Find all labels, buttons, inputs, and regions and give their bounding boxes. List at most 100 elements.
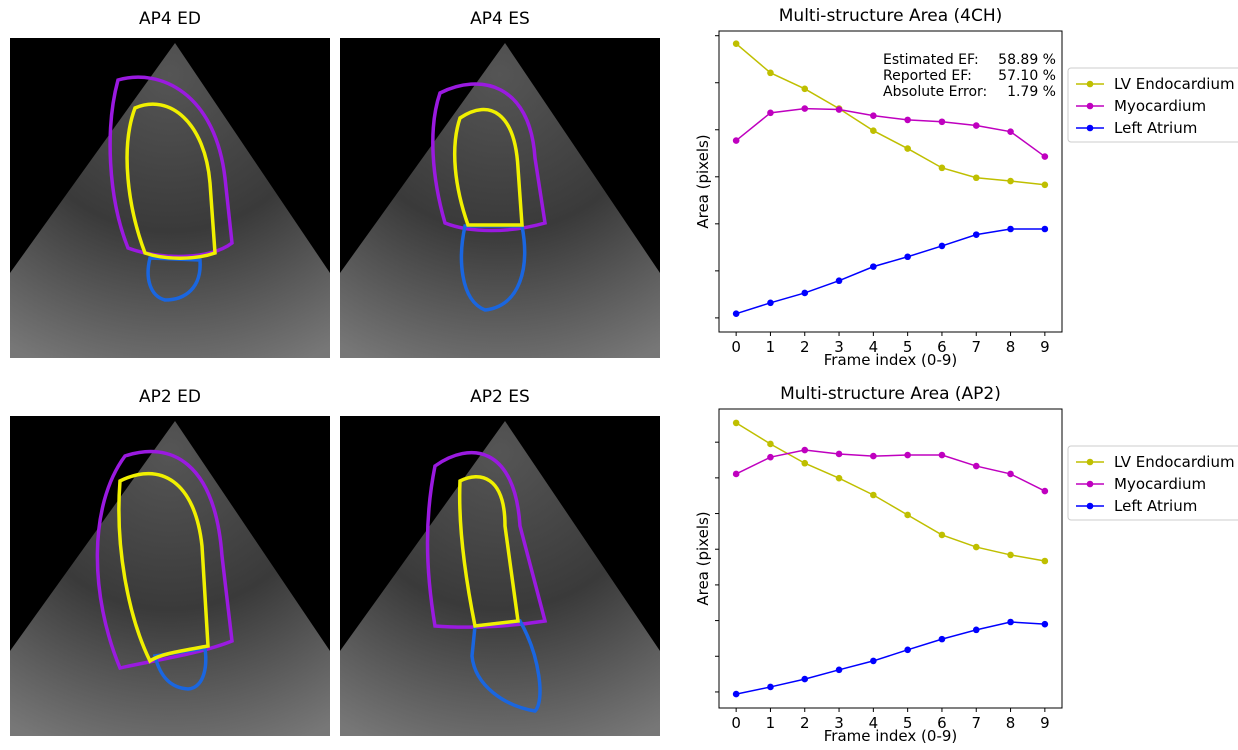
echo-fan (340, 421, 660, 736)
y-axis-label: Area (pixels) (694, 511, 712, 605)
myocardium-contour (431, 82, 547, 233)
atrium-contour (146, 256, 202, 302)
data-point (938, 531, 946, 539)
data-point (904, 646, 911, 654)
x-tick-label: 5 (903, 338, 913, 356)
legend-box (1067, 67, 1238, 143)
legend-label: LV Endocardium (1114, 453, 1235, 471)
series-line (735, 107, 1046, 158)
myocardium-contour (108, 75, 234, 259)
data-point (1041, 153, 1049, 160)
echo-panel (10, 416, 330, 736)
data-point (870, 112, 877, 119)
x-tick-label: 8 (1006, 338, 1016, 356)
data-point (801, 675, 809, 683)
annotation-label: Estimated EF: (883, 52, 979, 68)
data-point (1007, 177, 1014, 185)
legend-marker (1086, 458, 1094, 466)
data-point (870, 452, 877, 460)
legend-label: Myocardium (1114, 475, 1206, 493)
chart-title: Multi-structure Area (4CH) (779, 6, 1003, 26)
series-line (735, 449, 1046, 492)
myocardium-contour (425, 451, 548, 629)
data-point (835, 666, 843, 674)
x-axis-label: Frame index (0-9) (824, 351, 958, 369)
plot-frame (718, 408, 1063, 709)
data-point (904, 116, 911, 124)
x-tick-label: 9 (1040, 338, 1050, 356)
x-tick-label: 3 (834, 714, 844, 732)
data-point (1041, 181, 1049, 189)
legend-box (1067, 445, 1238, 521)
x-tick-label: 0 (731, 714, 741, 732)
x-tick-label: 9 (1040, 714, 1050, 732)
data-point (835, 450, 843, 458)
x-tick-label: 1 (766, 714, 776, 732)
legend-label: Myocardium (1114, 97, 1206, 115)
data-point (972, 174, 980, 182)
data-point (938, 118, 946, 126)
annotation-value: 57.10 % (998, 68, 1056, 84)
data-point (835, 106, 843, 113)
echo-fan (10, 421, 330, 736)
echo-fan (340, 43, 660, 358)
data-point (1041, 225, 1049, 233)
data-point (801, 446, 809, 454)
x-tick-label: 2 (800, 714, 810, 732)
data-point (972, 122, 980, 129)
x-tick-label: 7 (971, 714, 981, 732)
legend-marker (1086, 480, 1094, 488)
annotation-value: 58.89 % (998, 52, 1056, 68)
legend-marker (1086, 502, 1094, 510)
data-point (904, 511, 911, 519)
data-point (1007, 470, 1014, 478)
x-tick-label: 7 (971, 338, 981, 356)
data-point (870, 657, 877, 665)
atrium-contour (152, 645, 208, 691)
lv-contour (457, 475, 520, 628)
x-tick-label: 3 (834, 338, 844, 356)
data-point (835, 277, 843, 285)
data-point (870, 491, 877, 499)
data-point (732, 690, 740, 698)
series-line (735, 43, 1045, 186)
panel-title: AP4 ES (470, 9, 530, 29)
data-point (870, 127, 877, 135)
lv-contour (452, 107, 524, 227)
legend-marker (1086, 124, 1094, 132)
lv-contour (125, 102, 217, 260)
legend-marker (1086, 102, 1094, 110)
data-point (938, 164, 946, 172)
series-line (735, 228, 1045, 315)
data-point (835, 474, 843, 482)
lv-contour (117, 471, 210, 664)
atrium-contour (470, 619, 542, 713)
x-tick-label: 6 (937, 714, 947, 732)
myocardium-contour (95, 449, 234, 671)
data-point (801, 459, 809, 467)
data-point (904, 451, 911, 459)
data-point (767, 683, 774, 691)
echo-panel (10, 38, 330, 358)
x-tick-label: 1 (766, 338, 776, 356)
data-point (801, 85, 809, 93)
data-point (732, 310, 740, 317)
legend-label: Left Atrium (1114, 119, 1197, 137)
chart-title: Multi-structure Area (AP2) (780, 384, 1001, 404)
echo-panel (340, 38, 660, 358)
annotation-label: Absolute Error: (883, 84, 987, 100)
echo-panel (340, 416, 660, 736)
plot-frame (718, 30, 1063, 333)
data-point (1007, 551, 1014, 559)
data-point (1041, 620, 1049, 628)
data-point (972, 462, 980, 470)
data-point (1007, 618, 1014, 626)
series-line (735, 621, 1045, 695)
x-tick-label: 2 (800, 338, 810, 356)
x-tick-label: 4 (869, 714, 879, 732)
data-point (732, 419, 740, 427)
data-point (767, 440, 774, 448)
legend-marker (1086, 80, 1094, 88)
x-tick-label: 0 (731, 338, 741, 356)
